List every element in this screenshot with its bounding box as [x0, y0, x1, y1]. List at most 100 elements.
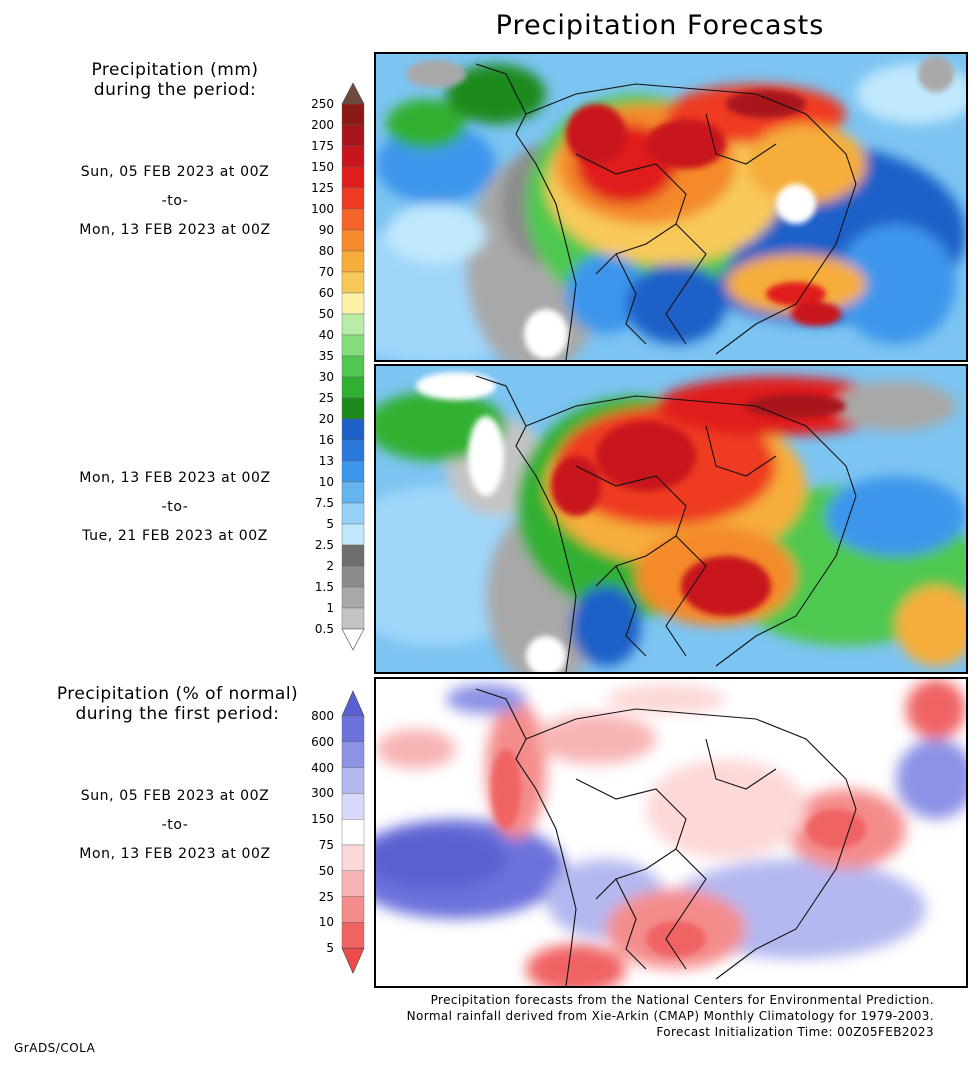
amount-legend-heading-line2: during the period: [93, 80, 257, 100]
colorbar-tick-label: 800 [311, 709, 334, 723]
colorbar-swatch [341, 715, 365, 742]
map-period2-field [376, 366, 966, 672]
colorbar-tick-label: 70 [318, 265, 334, 279]
colorbar-bottom-cap [341, 947, 365, 974]
colorbar-tick-label: 16 [318, 433, 334, 447]
colorbar-tick-label: 25 [318, 391, 334, 405]
map-period1-field [376, 54, 966, 360]
period2-end: Tue, 21 FEB 2023 at 00Z [82, 528, 268, 544]
colorbar-tick-label: 400 [311, 760, 334, 775]
colorbar-swatch [341, 145, 365, 168]
page-title: Precipitation Forecasts [495, 10, 825, 41]
colorbar-swatch [341, 896, 365, 923]
colorbar-tick-label: 80 [318, 244, 334, 258]
colorbar-tick-label: 175 [311, 139, 334, 153]
colorbar-tick-label: 20 [318, 412, 334, 426]
period2-start: Mon, 13 FEB 2023 at 00Z [79, 470, 271, 486]
colorbar-swatch [341, 870, 365, 897]
colorbar-top-cap [341, 690, 365, 717]
colorbar-swatch [341, 103, 365, 126]
colorbar-swatch [341, 313, 365, 336]
period2-label: Mon, 13 FEB 2023 at 00Z -to- Tue, 21 FEB… [40, 464, 310, 551]
colorbar-swatch [341, 922, 365, 949]
footer-line3: Forecast Initialization Time: 00Z05FEB20… [656, 1025, 934, 1039]
colorbar-tick-label: 125 [311, 181, 334, 195]
colorbar-swatch [341, 502, 365, 525]
map-percent-field [376, 679, 966, 986]
period2-to: -to- [161, 499, 189, 515]
colorbar-swatch [341, 586, 365, 609]
footer-line2: Normal rainfall derived from Xie-Arkin (… [406, 1009, 934, 1023]
amount-colorbar [341, 82, 365, 651]
period3-to: -to- [161, 817, 189, 833]
period3-label: Sun, 05 FEB 2023 at 00Z -to- Mon, 13 FEB… [40, 782, 310, 869]
colorbar-tick-label: 10 [318, 915, 334, 930]
colorbar-swatch [341, 271, 365, 294]
colorbar-tick-label: 2.5 [314, 538, 334, 552]
colorbar-swatch [341, 418, 365, 441]
colorbar-swatch [341, 460, 365, 483]
colorbar-swatch [341, 187, 365, 210]
colorbar-tick-label: 50 [318, 863, 334, 878]
colorbar-swatch [341, 439, 365, 462]
colorbar-swatch [341, 355, 365, 378]
software-credit: GrADS/COLA [14, 1041, 96, 1055]
period3-start: Sun, 05 FEB 2023 at 00Z [80, 788, 270, 804]
amount-legend-heading: Precipitation (mm) during the period: [40, 60, 310, 100]
colorbar-tick-label: 1.5 [314, 580, 334, 594]
colorbar-swatch [341, 741, 365, 768]
colorbar-tick-label: 300 [311, 786, 334, 801]
footer-line1: Precipitation forecasts from the Nationa… [430, 993, 934, 1007]
map-percent-of-normal [374, 677, 968, 988]
colorbar-tick-label: 10 [318, 475, 334, 489]
colorbar-tick-label: 5 [326, 517, 334, 531]
colorbar-tick-label: 13 [318, 454, 334, 468]
colorbar-top-cap [341, 82, 365, 105]
period1-start: Sun, 05 FEB 2023 at 00Z [80, 164, 270, 180]
period3-end: Mon, 13 FEB 2023 at 00Z [79, 846, 271, 862]
colorbar-tick-label: 5 [326, 941, 334, 956]
footer-notes: Precipitation forecasts from the Nationa… [407, 992, 934, 1040]
period1-to: -to- [161, 193, 189, 209]
percent-legend-heading: Precipitation (% of normal) during the f… [20, 684, 335, 724]
colorbar-swatch [341, 818, 365, 846]
colorbar-swatch [341, 767, 365, 794]
colorbar-swatch [341, 523, 365, 546]
colorbar-swatch [341, 208, 365, 231]
colorbar-tick-label: 150 [311, 160, 334, 174]
colorbar-tick-label: 25 [318, 889, 334, 904]
colorbar-swatch [341, 481, 365, 504]
colorbar-swatch [341, 607, 365, 630]
colorbar-tick-label: 35 [318, 349, 334, 363]
colorbar-swatch [341, 229, 365, 252]
period1-end: Mon, 13 FEB 2023 at 00Z [79, 222, 271, 238]
colorbar-swatch [341, 292, 365, 315]
percent-legend-heading-line2: during the first period: [75, 704, 280, 724]
colorbar-swatch [341, 250, 365, 273]
map-period2 [374, 364, 968, 674]
colorbar-tick-label: 1 [326, 601, 334, 615]
percent-legend-heading-line1: Precipitation (% of normal) [56, 684, 299, 704]
colorbar-swatch [341, 124, 365, 147]
colorbar-swatch [341, 844, 365, 871]
colorbar-tick-label: 600 [311, 734, 334, 749]
colorbar-tick-label: 75 [318, 838, 334, 852]
colorbar-tick-label: 2 [326, 559, 334, 573]
colorbar-swatch [341, 376, 365, 399]
colorbar-tick-label: 0.5 [314, 622, 334, 636]
colorbar-tick-label: 100 [311, 202, 334, 216]
colorbar-bottom-cap [341, 628, 365, 651]
amount-legend-heading-line1: Precipitation (mm) [91, 60, 259, 80]
period1-label: Sun, 05 FEB 2023 at 00Z -to- Mon, 13 FEB… [40, 158, 310, 245]
percent-colorbar [341, 690, 365, 974]
colorbar-swatch [341, 544, 365, 567]
colorbar-swatch [341, 793, 365, 820]
map-period1 [374, 52, 968, 362]
colorbar-swatch [341, 565, 365, 588]
colorbar-swatch [341, 334, 365, 357]
colorbar-swatch [341, 166, 365, 189]
colorbar-tick-label: 150 [311, 812, 334, 827]
colorbar-tick-label: 250 [311, 97, 334, 111]
colorbar-tick-label: 7.5 [314, 496, 334, 510]
colorbar-tick-label: 90 [318, 223, 334, 237]
